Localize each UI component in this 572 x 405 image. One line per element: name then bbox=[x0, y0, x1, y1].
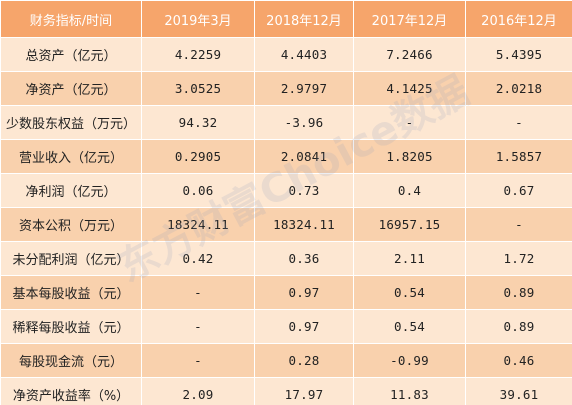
cell-value: 4.4403 bbox=[254, 37, 354, 72]
row-label: 净利润（亿元） bbox=[0, 173, 142, 208]
row-label: 每股现金流（元） bbox=[0, 343, 142, 378]
cell-value: - bbox=[465, 207, 572, 242]
header-2016-12: 2016年12月 bbox=[465, 0, 572, 38]
table-row-net-profit: 净利润（亿元） 0.06 0.73 0.4 0.67 bbox=[0, 173, 572, 208]
row-label: 资本公积（万元） bbox=[0, 207, 142, 242]
cell-value: - bbox=[353, 105, 466, 140]
cell-value: 0.2905 bbox=[141, 139, 255, 174]
row-label: 少数股东权益（万元） bbox=[0, 105, 142, 140]
cell-value: 2.9797 bbox=[254, 71, 354, 106]
cell-value: 0.73 bbox=[254, 173, 354, 208]
header-2019-03: 2019年3月 bbox=[141, 0, 255, 38]
header-2017-12: 2017年12月 bbox=[353, 0, 466, 38]
row-label: 未分配利润（亿元） bbox=[0, 241, 142, 276]
row-label: 基本每股收益（元） bbox=[0, 275, 142, 310]
row-label: 净资产收益率（%） bbox=[0, 377, 142, 405]
cell-value: - bbox=[141, 309, 255, 344]
cell-value: 7.2466 bbox=[353, 37, 466, 72]
table-row-total-assets: 总资产（亿元） 4.2259 4.4403 7.2466 5.4395 bbox=[0, 37, 572, 72]
table-row-undistributed-profit: 未分配利润（亿元） 0.42 0.36 2.11 1.72 bbox=[0, 241, 572, 276]
cell-value: 0.89 bbox=[465, 309, 572, 344]
cell-value: 17.97 bbox=[254, 377, 354, 405]
cell-value: 0.54 bbox=[353, 309, 466, 344]
cell-value: 2.11 bbox=[353, 241, 466, 276]
row-label: 净资产（亿元） bbox=[0, 71, 142, 106]
cell-value: 0.4 bbox=[353, 173, 466, 208]
cell-value: -3.96 bbox=[254, 105, 354, 140]
cell-value: 4.1425 bbox=[353, 71, 466, 106]
row-label: 稀释每股收益（元） bbox=[0, 309, 142, 344]
cell-value: 0.36 bbox=[254, 241, 354, 276]
cell-value: 39.61 bbox=[465, 377, 572, 405]
table-row-net-assets: 净资产（亿元） 3.0525 2.9797 4.1425 2.0218 bbox=[0, 71, 572, 106]
cell-value: - bbox=[141, 343, 255, 378]
cell-value: 0.67 bbox=[465, 173, 572, 208]
table-row-diluted-eps: 稀释每股收益（元） - 0.97 0.54 0.89 bbox=[0, 309, 572, 344]
table-header-row: 财务指标/时间 2019年3月 2018年12月 2017年12月 2016年1… bbox=[0, 0, 572, 38]
cell-value: 0.46 bbox=[465, 343, 572, 378]
cell-value: 1.5857 bbox=[465, 139, 572, 174]
cell-value: 2.09 bbox=[141, 377, 255, 405]
table-row-basic-eps: 基本每股收益（元） - 0.97 0.54 0.89 bbox=[0, 275, 572, 310]
table-row-capital-reserve: 资本公积（万元） 18324.11 18324.11 16957.15 - bbox=[0, 207, 572, 242]
cell-value: 0.06 bbox=[141, 173, 255, 208]
cell-value: 1.8205 bbox=[353, 139, 466, 174]
header-indicator-time: 财务指标/时间 bbox=[0, 0, 142, 38]
header-2018-12: 2018年12月 bbox=[254, 0, 354, 38]
row-label: 总资产（亿元） bbox=[0, 37, 142, 72]
table-row-roe: 净资产收益率（%） 2.09 17.97 11.83 39.61 bbox=[0, 377, 572, 405]
cell-value: 2.0218 bbox=[465, 71, 572, 106]
cell-value: 18324.11 bbox=[141, 207, 255, 242]
table-row-cashflow-per-share: 每股现金流（元） - 0.28 -0.99 0.46 bbox=[0, 343, 572, 378]
cell-value: 94.32 bbox=[141, 105, 255, 140]
cell-value: 2.0841 bbox=[254, 139, 354, 174]
cell-value: 0.54 bbox=[353, 275, 466, 310]
cell-value: - bbox=[141, 275, 255, 310]
cell-value: 0.89 bbox=[465, 275, 572, 310]
table-row-minority-equity: 少数股东权益（万元） 94.32 -3.96 - - bbox=[0, 105, 572, 140]
cell-value: 5.4395 bbox=[465, 37, 572, 72]
row-label: 营业收入（亿元） bbox=[0, 139, 142, 174]
cell-value: 1.72 bbox=[465, 241, 572, 276]
cell-value: -0.99 bbox=[353, 343, 466, 378]
cell-value: - bbox=[465, 105, 572, 140]
cell-value: 3.0525 bbox=[141, 71, 255, 106]
cell-value: 11.83 bbox=[353, 377, 466, 405]
cell-value: 0.28 bbox=[254, 343, 354, 378]
cell-value: 16957.15 bbox=[353, 207, 466, 242]
table-row-revenue: 营业收入（亿元） 0.2905 2.0841 1.8205 1.5857 bbox=[0, 139, 572, 174]
cell-value: 18324.11 bbox=[254, 207, 354, 242]
cell-value: 0.42 bbox=[141, 241, 255, 276]
cell-value: 0.97 bbox=[254, 275, 354, 310]
cell-value: 0.97 bbox=[254, 309, 354, 344]
cell-value: 4.2259 bbox=[141, 37, 255, 72]
